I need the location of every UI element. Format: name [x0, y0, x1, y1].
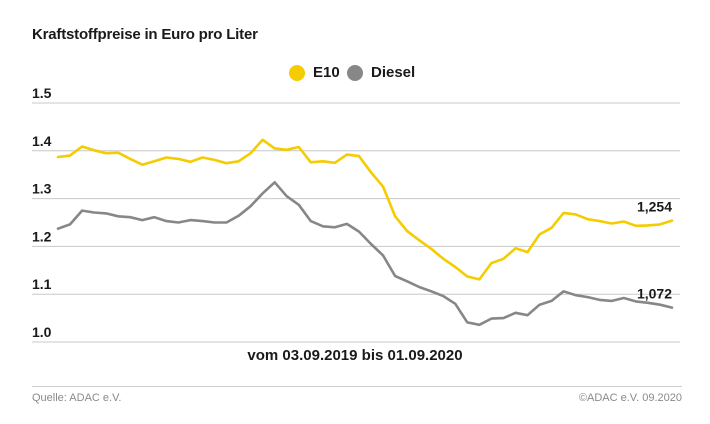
chart-subtitle: vom 03.09.2019 bis 01.09.2020: [247, 347, 463, 364]
chart-title: Kraftstoffpreise in Euro pro Liter: [32, 26, 258, 43]
y-tick-label: 1.1: [32, 276, 52, 292]
y-tick-label: 1.2: [32, 228, 52, 244]
y-tick-label: 1.5: [32, 85, 52, 101]
y-tick-label: 1.0: [32, 324, 52, 340]
copyright-note: ©ADAC e.V. 09.2020: [578, 392, 682, 404]
y-tick-label: 1.3: [32, 181, 52, 197]
series-line-diesel: [56, 181, 674, 327]
legend-item-diesel: Diesel: [347, 64, 415, 81]
legend-swatch-e10: [289, 64, 305, 81]
end-value-label-diesel: 1,072: [637, 286, 672, 302]
legend-label-diesel: Diesel: [371, 64, 416, 81]
legend-swatch-diesel: [347, 64, 363, 81]
chart-legend: E10 Diesel: [0, 64, 710, 86]
legend-item-e10: E10: [289, 64, 340, 81]
legend-label-e10: E10: [313, 64, 340, 81]
y-tick-label: 1.4: [32, 133, 52, 149]
series-line-e10: [56, 138, 674, 281]
end-value-label-e10: 1,254: [637, 199, 672, 215]
footer-divider: [32, 386, 682, 387]
source-note: Quelle: ADAC e.V.: [32, 392, 122, 404]
